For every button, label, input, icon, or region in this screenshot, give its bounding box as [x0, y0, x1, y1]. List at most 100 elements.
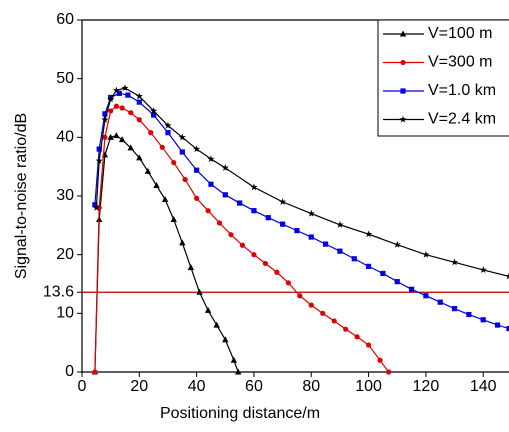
marker: [92, 203, 100, 211]
marker: [118, 136, 126, 143]
marker: [322, 241, 329, 247]
marker: [196, 288, 203, 295]
marker: [178, 133, 186, 141]
marker: [222, 336, 229, 343]
marker: [250, 183, 258, 191]
marker: [150, 107, 158, 115]
marker: [423, 293, 429, 299]
marker: [466, 311, 472, 318]
marker: [92, 369, 98, 375]
marker: [479, 266, 487, 273]
marker: [182, 176, 188, 183]
marker: [216, 220, 223, 226]
marker: [285, 280, 291, 286]
marker: [221, 164, 229, 171]
marker: [480, 317, 486, 323]
marker: [336, 220, 344, 228]
x-tick-label: 140: [470, 378, 497, 395]
marker: [308, 234, 314, 240]
marker: [377, 357, 383, 363]
marker: [107, 133, 114, 140]
marker: [121, 84, 129, 92]
marker: [119, 105, 125, 111]
marker: [331, 318, 337, 324]
marker: [278, 198, 287, 205]
marker: [92, 202, 98, 208]
marker: [364, 230, 373, 238]
x-tick-label: 40: [188, 378, 206, 395]
marker: [193, 145, 201, 153]
marker: [294, 228, 300, 234]
legend-marker: [399, 30, 407, 37]
marker: [136, 99, 142, 105]
marker: [394, 279, 400, 285]
y-tick-label: 13.6: [43, 283, 74, 300]
marker: [354, 334, 360, 340]
marker: [320, 310, 326, 316]
marker: [386, 369, 392, 375]
marker: [505, 272, 509, 280]
marker: [107, 95, 115, 103]
legend-marker: [399, 115, 407, 123]
marker: [251, 252, 257, 258]
legend-label: V=2.4 km: [428, 111, 496, 128]
legend-label: V=300 m: [428, 54, 492, 71]
x-axis-label: Positioning distance/m: [160, 405, 320, 422]
x-tick-label: 60: [245, 378, 263, 395]
marker: [101, 115, 109, 123]
marker: [112, 86, 120, 94]
y-tick-label: 60: [56, 11, 74, 28]
marker: [113, 103, 119, 109]
series-line: [94, 105, 390, 373]
legend-label: V=1.0 km: [428, 82, 496, 99]
marker: [159, 144, 165, 150]
marker: [274, 269, 280, 275]
marker: [135, 92, 143, 100]
marker: [194, 195, 200, 201]
marker: [365, 263, 372, 269]
marker: [265, 215, 271, 221]
marker: [234, 368, 242, 375]
marker: [365, 342, 372, 348]
marker: [450, 258, 459, 266]
marker: [205, 208, 211, 214]
marker: [451, 306, 458, 312]
marker: [127, 144, 134, 151]
marker: [125, 92, 131, 98]
marker: [230, 356, 238, 363]
marker: [437, 299, 443, 305]
marker: [153, 181, 160, 188]
x-tick-label: 100: [355, 378, 382, 395]
marker: [161, 196, 169, 203]
marker: [343, 326, 349, 332]
marker: [422, 250, 430, 258]
marker: [144, 167, 152, 174]
marker: [108, 108, 114, 114]
marker: [297, 293, 303, 299]
x-tick-label: 20: [130, 378, 148, 395]
marker: [251, 208, 257, 214]
marker: [228, 232, 234, 238]
marker: [208, 181, 214, 187]
y-axis-label: Signal-to-noise ratio/dB: [13, 113, 30, 279]
marker: [204, 306, 212, 313]
marker: [102, 134, 108, 140]
y-tick-label: 10: [56, 305, 74, 322]
marker: [151, 112, 157, 118]
x-tick-label: 120: [413, 378, 440, 395]
marker: [102, 111, 108, 117]
y-tick-label: 20: [56, 246, 74, 263]
marker: [179, 149, 185, 155]
marker: [95, 157, 103, 164]
marker: [280, 221, 286, 227]
marker: [128, 110, 134, 116]
legend-box: [377, 19, 509, 137]
series-line: [94, 134, 239, 373]
marker: [351, 256, 357, 262]
marker: [262, 260, 269, 267]
marker: [194, 167, 200, 173]
marker: [222, 192, 228, 198]
marker: [165, 130, 171, 136]
marker: [337, 248, 343, 254]
marker: [207, 155, 215, 163]
